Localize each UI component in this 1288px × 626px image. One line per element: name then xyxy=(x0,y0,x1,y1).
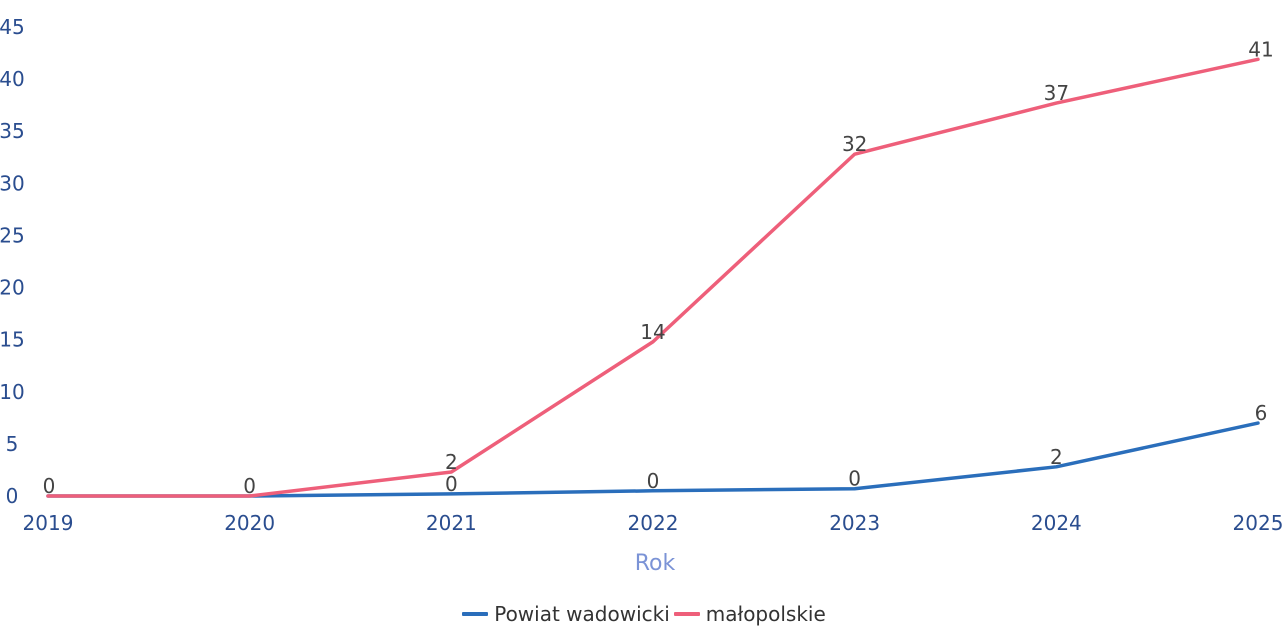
y-axis-ticks: 0 5 10 15 20 25 30 35 40 45 xyxy=(0,15,25,508)
legend-swatch xyxy=(673,612,700,616)
y-tick-label: 20 xyxy=(0,276,25,300)
x-tick-label: 2022 xyxy=(628,511,679,535)
legend: Powiat wadowicki małopolskie xyxy=(0,597,1288,626)
data-label: 37 xyxy=(1044,81,1069,105)
data-label: 41 xyxy=(1248,37,1273,61)
legend-item: Powiat wadowicki xyxy=(462,602,670,626)
data-label: 6 xyxy=(1255,401,1268,425)
y-tick-label: 0 xyxy=(6,484,19,508)
data-label: 0 xyxy=(43,474,56,498)
y-tick-label: 25 xyxy=(0,223,25,247)
x-tick-label: 2019 xyxy=(23,511,74,535)
data-label: 0 xyxy=(445,472,458,496)
x-tick-label: 2021 xyxy=(426,511,477,535)
series-line xyxy=(46,57,1260,498)
y-tick-label: 30 xyxy=(0,171,25,195)
legend-swatch xyxy=(462,612,489,616)
y-tick-label: 15 xyxy=(0,328,25,352)
data-label: 0 xyxy=(243,474,256,498)
x-tick-label: 2025 xyxy=(1233,511,1284,535)
y-tick-label: 5 xyxy=(6,432,19,456)
y-tick-label: 40 xyxy=(0,67,25,91)
legend-item: małopolskie xyxy=(673,602,826,626)
x-tick-label: 2020 xyxy=(224,511,275,535)
legend-label: Powiat wadowicki xyxy=(494,602,670,626)
legend-label: małopolskie xyxy=(705,602,826,626)
data-label: 0 xyxy=(647,469,660,493)
x-axis-title: Rok xyxy=(635,551,676,576)
y-tick-label: 35 xyxy=(0,119,25,143)
y-tick-label: 10 xyxy=(0,380,25,404)
x-axis-ticks: 2019 2020 2021 2022 2023 2024 2025 xyxy=(23,511,1284,535)
data-label: 2 xyxy=(445,450,458,474)
y-tick-label: 45 xyxy=(0,15,25,39)
data-label: 32 xyxy=(842,132,867,156)
data-label: 2 xyxy=(1050,445,1063,469)
data-label: 0 xyxy=(848,467,861,491)
x-tick-label: 2023 xyxy=(829,511,880,535)
data-label: 14 xyxy=(640,320,665,344)
x-tick-label: 2024 xyxy=(1031,511,1082,535)
series-lines xyxy=(46,57,1260,498)
